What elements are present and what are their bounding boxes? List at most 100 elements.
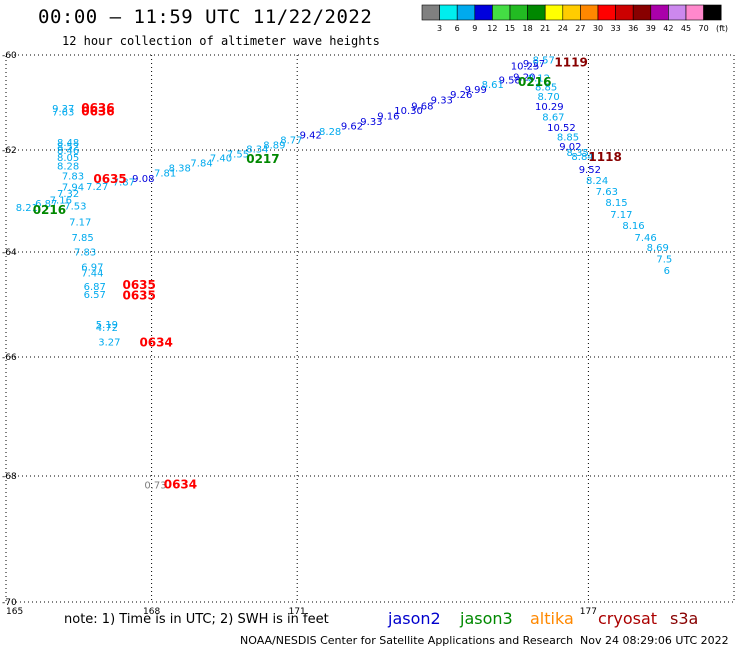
wave-height-label: 8.85 bbox=[557, 133, 579, 144]
color-swatch bbox=[615, 4, 634, 21]
wave-height-label: 9.20 bbox=[513, 73, 535, 84]
wave-height-label: 3.27 bbox=[98, 337, 120, 348]
wave-height-label: 7.53 bbox=[64, 202, 86, 213]
wave-height-label: 6.87 bbox=[84, 282, 106, 293]
wave-height-label: 8.70 bbox=[537, 92, 559, 103]
plot-frame bbox=[5, 54, 735, 603]
time-label: 0635 bbox=[93, 172, 126, 186]
wave-height-label: 7.85 bbox=[72, 233, 94, 244]
wave-height-label: 9.62 bbox=[341, 122, 363, 133]
color-swatch bbox=[703, 4, 722, 21]
chart-subtitle: 12 hour collection of altimeter wave hei… bbox=[62, 34, 380, 48]
wave-height-label: 9.58 bbox=[499, 76, 521, 87]
color-scale-label: 27 bbox=[575, 24, 585, 33]
wave-height-label: 9.37 bbox=[52, 104, 74, 115]
color-swatch bbox=[650, 4, 669, 21]
time-label: 0635 bbox=[122, 278, 155, 292]
wave-height-label: 9.33 bbox=[431, 95, 453, 106]
wave-height-label: 7.84 bbox=[190, 158, 212, 169]
wave-height-label: 7.94 bbox=[62, 182, 84, 193]
wave-height-label: 7.83 bbox=[62, 172, 84, 183]
wave-height-label: 7.87 bbox=[113, 178, 135, 189]
wave-height-label: 9.42 bbox=[300, 131, 322, 142]
wave-height-label: 7.17 bbox=[69, 217, 91, 228]
wave-height-label: 10.25 bbox=[511, 61, 540, 72]
color-swatch bbox=[492, 4, 511, 21]
wave-height-label: 7.63 bbox=[596, 187, 618, 198]
color-swatch bbox=[580, 4, 599, 21]
color-swatch bbox=[668, 4, 687, 21]
wave-height-label: 7.44 bbox=[81, 269, 103, 280]
color-scale-label: 70 bbox=[699, 24, 709, 33]
y-tick-label: -64 bbox=[2, 248, 17, 258]
wave-height-label: 6.87 bbox=[35, 199, 57, 210]
wave-height-label: 6.57 bbox=[84, 290, 106, 301]
wave-height-label: 7.55 bbox=[227, 150, 249, 161]
wave-height-label: 8.28 bbox=[57, 161, 79, 172]
wave-height-label: 8.85 bbox=[535, 83, 557, 94]
wave-height-label: 4.72 bbox=[96, 323, 118, 334]
color-scale-label: 15 bbox=[505, 24, 515, 33]
color-scale-label: 24 bbox=[558, 24, 568, 33]
time-label: 1119 bbox=[554, 55, 587, 69]
satellite-label-s3a: s3a bbox=[670, 609, 699, 628]
wave-height-label: 10.29 bbox=[535, 102, 564, 113]
wave-height-label: 7.16 bbox=[50, 196, 72, 207]
time-label: 0216 bbox=[33, 203, 66, 217]
wave-height-label: 7.83 bbox=[74, 248, 96, 259]
wave-height-label: 0.73 bbox=[144, 481, 166, 492]
time-label: 0634 bbox=[164, 478, 197, 492]
wave-height-label: 8.28 bbox=[319, 127, 341, 138]
wave-height-label: 9.08 bbox=[132, 174, 154, 185]
time-label: 0634 bbox=[139, 336, 172, 350]
color-scale-label: 12 bbox=[487, 24, 497, 33]
wave-height-label: 7.5 bbox=[656, 255, 672, 266]
wave-height-label: 10.30 bbox=[394, 106, 423, 117]
wave-height-label: 9.33 bbox=[360, 117, 382, 128]
credit-line: NOAA/NESDIS Center for Satellite Applica… bbox=[240, 634, 574, 647]
wave-height-label: 8.05 bbox=[57, 153, 79, 164]
color-scale-label: 45 bbox=[681, 24, 691, 33]
wave-height-label: 8.16 bbox=[622, 221, 644, 232]
color-scale-label: 3 bbox=[437, 24, 442, 33]
time-label: 0636 bbox=[81, 104, 114, 118]
wave-height-label: 8.24 bbox=[586, 176, 608, 187]
wave-height-label: 7.17 bbox=[610, 210, 632, 221]
wave-height-label: 8.84 bbox=[571, 152, 593, 163]
x-tick-label: 165 bbox=[6, 607, 23, 617]
data-marks: 9.377.638.488.528.468.058.287.837.947.32… bbox=[16, 55, 673, 491]
chart-title: 00:00 – 11:59 UTC 11/22/2022 bbox=[38, 6, 373, 28]
wave-height-label: 9.16 bbox=[377, 112, 399, 123]
color-swatch bbox=[562, 4, 581, 21]
wave-height-label: 7.63 bbox=[52, 107, 74, 118]
wave-height-label: 8.21 bbox=[16, 203, 38, 214]
wave-height-label: 7.46 bbox=[635, 233, 657, 244]
color-swatch bbox=[456, 4, 476, 21]
color-scale-label: 30 bbox=[593, 24, 603, 33]
wave-height-label: 8.38 bbox=[169, 163, 191, 174]
satellite-label-cryosat: cryosat bbox=[598, 609, 658, 628]
color-scale-bar: 3 6 9 12 15 18 21 24 27 30 33 36 39 42 45 70 (ft) bbox=[421, 4, 728, 33]
color-swatch bbox=[632, 4, 652, 21]
color-scale-label: 42 bbox=[663, 24, 673, 33]
wave-height-label: 8.46 bbox=[57, 146, 79, 157]
wave-height-label: 8.52 bbox=[57, 142, 79, 153]
wave-height-label: 6.97 bbox=[81, 262, 103, 273]
wave-height-label: 8.77 bbox=[280, 135, 302, 146]
x-tick-label: 177 bbox=[580, 607, 597, 617]
color-swatch bbox=[597, 4, 616, 21]
wave-height-label: 8.69 bbox=[647, 243, 669, 254]
wave-height-label: 10.52 bbox=[547, 123, 576, 134]
generated-timestamp: Nov 24 08:29:06 UTC 2022 bbox=[580, 634, 729, 647]
satellite-label-jason2: jason2 bbox=[388, 609, 441, 628]
wave-height-label: 6 bbox=[664, 266, 670, 277]
color-swatch bbox=[421, 4, 440, 21]
color-scale-label: 21 bbox=[540, 24, 550, 33]
wave-height-label: 8.61 bbox=[482, 80, 504, 91]
time-label: 0635 bbox=[122, 288, 155, 302]
color-swatch bbox=[544, 4, 564, 21]
y-tick-label: -60 bbox=[2, 51, 17, 61]
color-swatch bbox=[685, 4, 704, 21]
wave-height-label: 8.34 bbox=[246, 145, 268, 156]
color-swatch bbox=[509, 4, 528, 21]
